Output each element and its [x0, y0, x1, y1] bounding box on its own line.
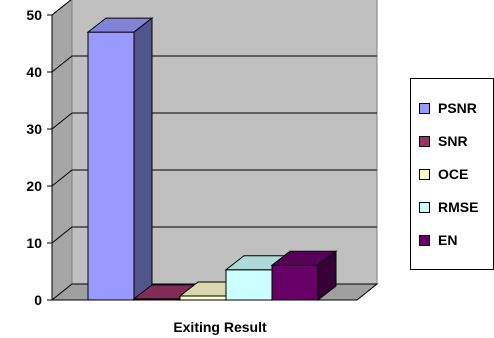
legend-item-en: EN	[419, 231, 457, 249]
bar-side	[317, 250, 337, 302]
legend-label: SNR	[438, 133, 468, 149]
gridline	[51, 169, 377, 187]
y-tick-label: 50	[26, 7, 42, 23]
bar-front	[87, 31, 135, 301]
legend-swatch	[419, 102, 430, 114]
legend-swatch	[419, 201, 430, 213]
legend-item-oce: OCE	[419, 165, 468, 183]
legend-label: RMSE	[438, 199, 479, 215]
y-tick-label: 30	[26, 121, 42, 137]
y-tick-label: 20	[26, 178, 42, 194]
gridline	[51, 112, 377, 130]
bar-front	[179, 295, 227, 301]
legend: PSNR SNR OCE RMSE EN	[410, 78, 494, 270]
gridline	[51, 0, 72, 16]
bar-front	[225, 269, 273, 301]
legend-swatch	[419, 135, 430, 147]
legend-swatch	[419, 168, 430, 180]
side-wall	[51, 0, 73, 302]
y-tick-label: 10	[26, 235, 42, 251]
legend-item-snr: SNR	[419, 132, 468, 150]
bar-en	[270, 250, 338, 302]
y-tick-label: 40	[26, 64, 42, 80]
bar-front	[271, 264, 319, 301]
legend-swatch	[419, 234, 430, 246]
x-axis-label: Exiting Result	[173, 319, 267, 335]
gridline	[51, 55, 377, 73]
bar-psnr	[86, 17, 154, 302]
y-tick-label: 0	[34, 292, 42, 308]
legend-label: EN	[438, 232, 458, 248]
legend-item-psnr: PSNR	[419, 99, 477, 117]
legend-label: PSNR	[438, 100, 477, 116]
bar-side	[133, 17, 153, 302]
legend-item-rmse: RMSE	[419, 198, 478, 216]
gridline	[51, 226, 377, 244]
legend-label: OCE	[438, 166, 469, 182]
